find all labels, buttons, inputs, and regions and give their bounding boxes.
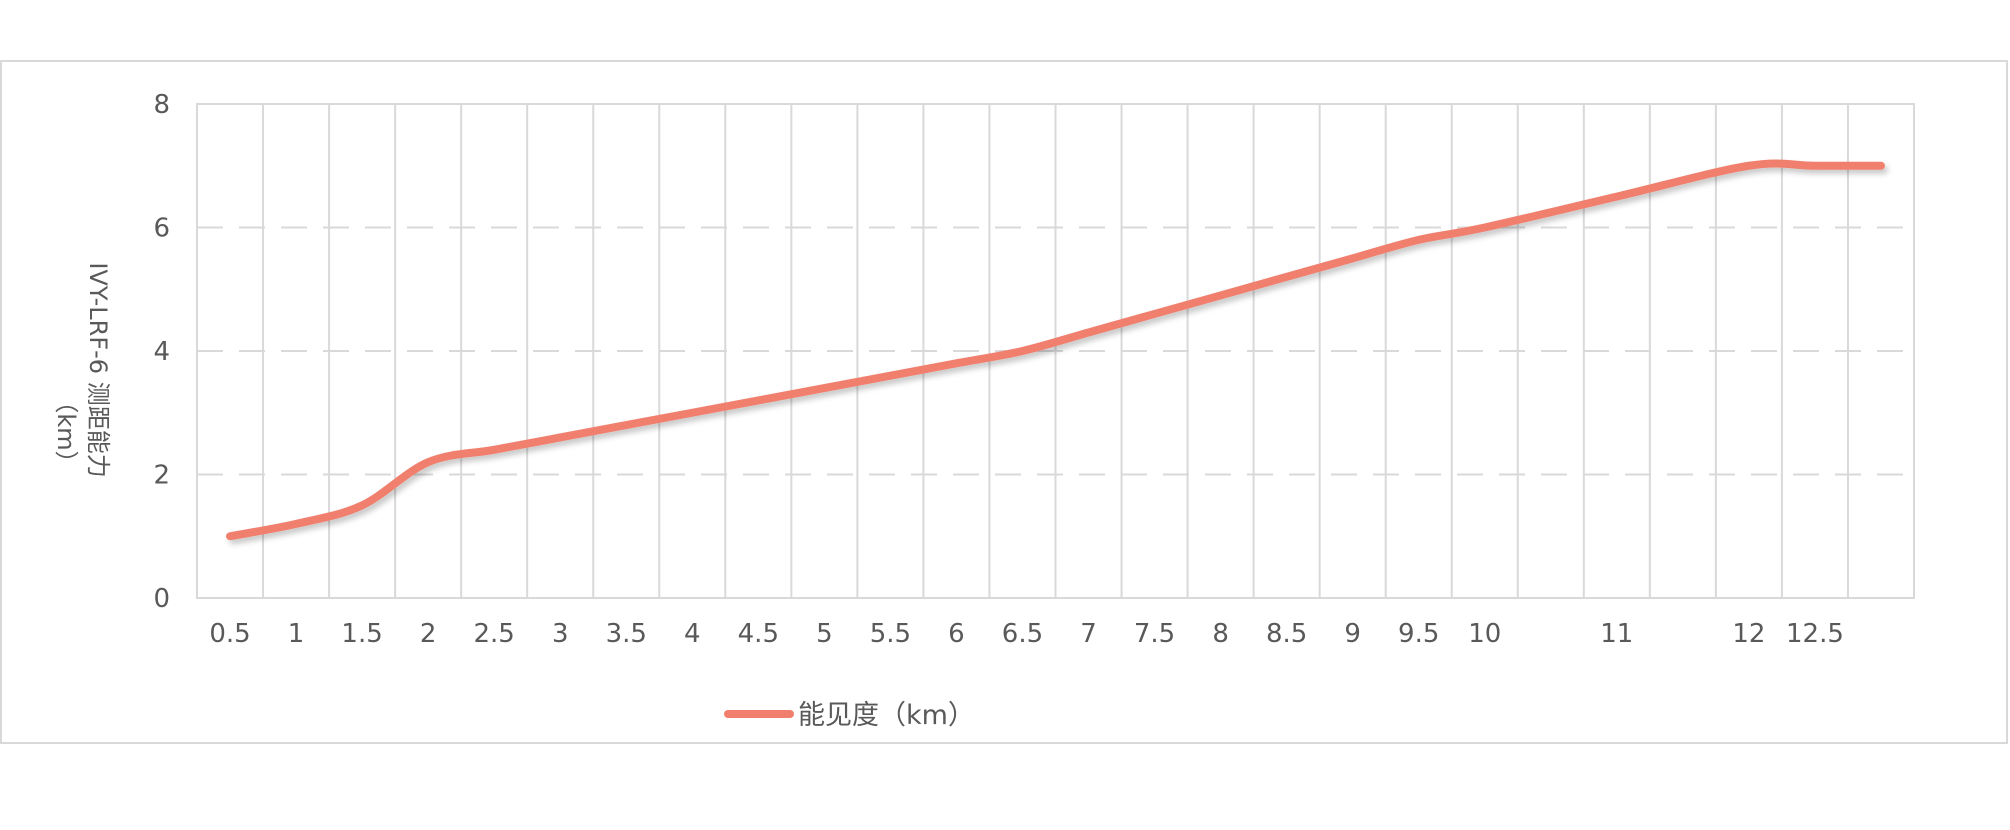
x-tick-label: 12 <box>1732 619 1765 649</box>
legend-label: 能见度（km） <box>798 700 975 731</box>
x-tick-label: 1 <box>288 619 305 649</box>
x-tick-label: 6.5 <box>1002 619 1043 649</box>
x-tick-label: 8 <box>1212 619 1229 649</box>
series-layer <box>226 159 1885 541</box>
x-tick-label: 0.5 <box>209 619 250 649</box>
plot-area <box>196 103 1915 599</box>
x-tick-label: 11 <box>1600 619 1633 649</box>
x-tick-label: 5 <box>816 619 833 649</box>
x-axis-ticks: 0.5 1 1.5 2 2.5 3 3.5 4 4.5 5 5.5 6 6.5 7 7.5 8 8.5 9 9.5 1… <box>209 619 1844 649</box>
y-tick-label: 0 <box>153 584 170 614</box>
grid <box>196 103 1915 599</box>
y-tick-label: 4 <box>153 337 170 367</box>
y-axis-ticks: 0 2 4 6 8 <box>153 90 170 614</box>
x-tick-label: 4.5 <box>738 619 779 649</box>
x-tick-label: 12.5 <box>1786 619 1844 649</box>
y-axis-label-line2: （km） <box>52 389 80 474</box>
y-tick-label: 2 <box>153 461 170 491</box>
y-axis-label-line1: IVY-LRF-6 测距能力 <box>84 262 112 477</box>
x-tick-label: 8.5 <box>1266 619 1307 649</box>
x-tick-label: 4 <box>684 619 701 649</box>
series-line <box>226 159 1885 541</box>
x-tick-label: 3 <box>552 619 569 649</box>
x-tick-label: 2 <box>420 619 437 649</box>
x-tick-label: 3.5 <box>606 619 647 649</box>
chart-frame <box>0 60 2008 744</box>
y-tick-label: 6 <box>153 214 170 244</box>
legend: 能见度（km） <box>724 700 975 731</box>
x-tick-label: 7 <box>1080 619 1097 649</box>
x-tick-label: 9.5 <box>1398 619 1439 649</box>
x-tick-label: 6 <box>948 619 965 649</box>
x-tick-label: 5.5 <box>870 619 911 649</box>
x-tick-label: 7.5 <box>1134 619 1175 649</box>
y-tick-label: 8 <box>153 90 170 120</box>
axes <box>196 103 1915 599</box>
x-tick-label: 10 <box>1468 619 1501 649</box>
x-tick-label: 9 <box>1344 619 1361 649</box>
x-tick-label: 1.5 <box>341 619 382 649</box>
x-tick-label: 2.5 <box>473 619 514 649</box>
